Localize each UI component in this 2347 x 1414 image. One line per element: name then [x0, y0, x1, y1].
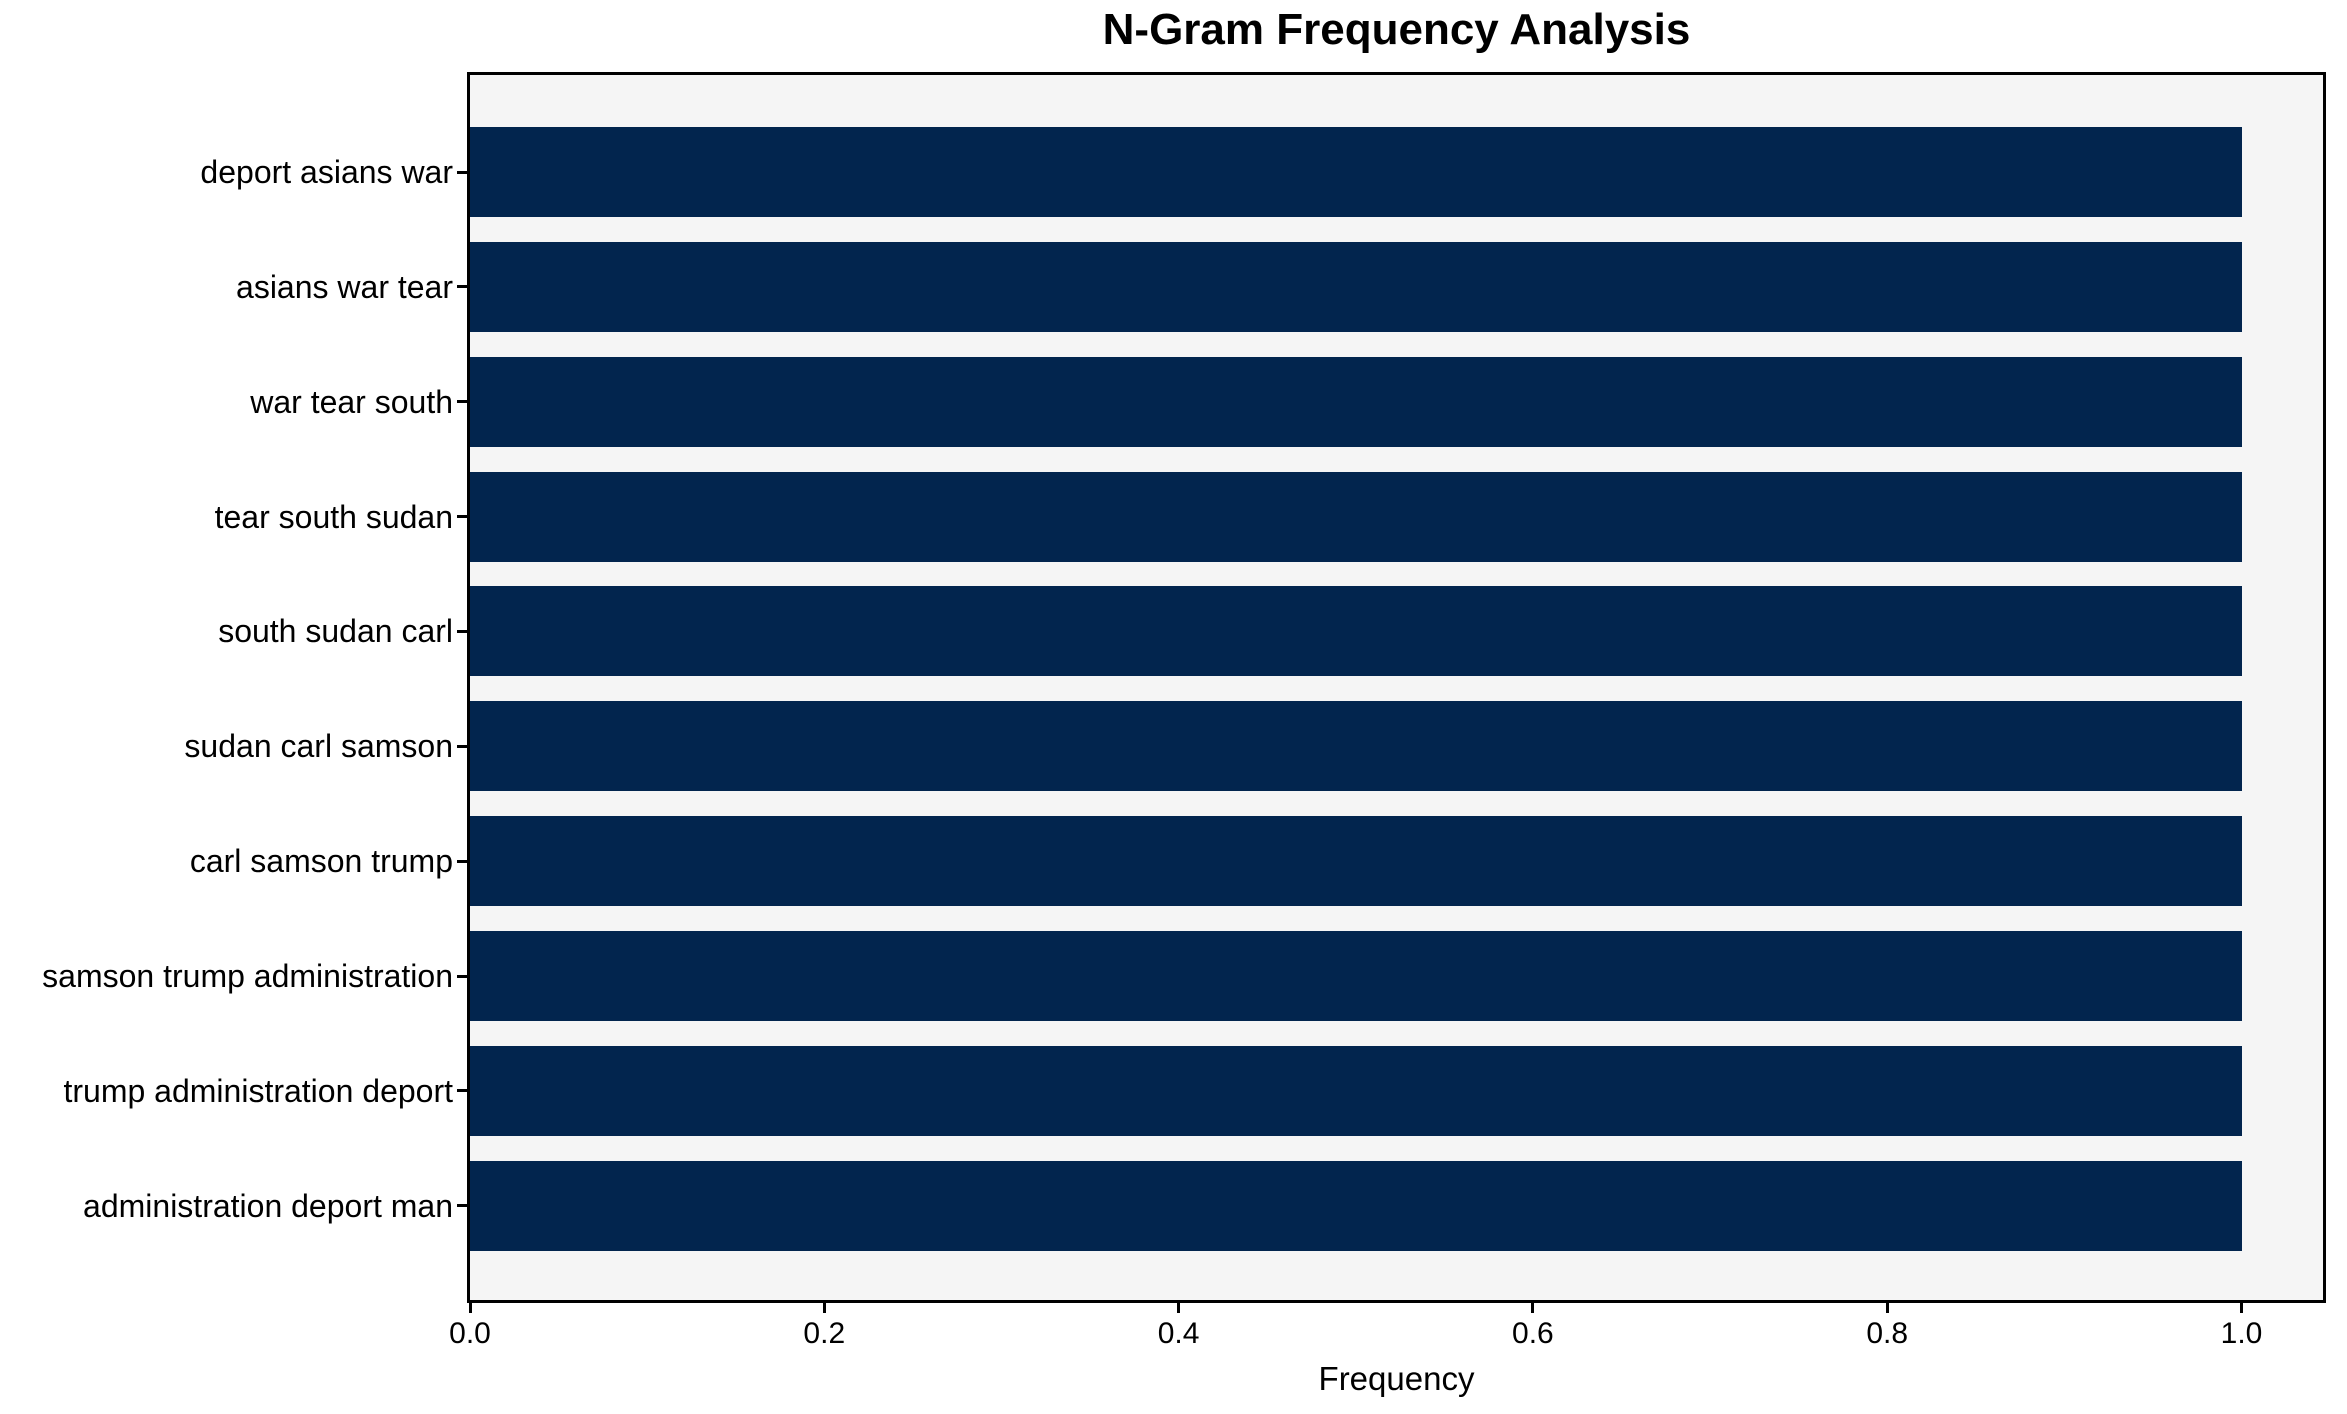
x-axis-label: Frequency	[1318, 1360, 1475, 1397]
bar	[470, 356, 2242, 447]
bar	[470, 127, 2242, 217]
x-tick-label: 0.2	[803, 1317, 846, 1350]
x-tick-mark	[2240, 1303, 2243, 1313]
y-tick-mark	[457, 400, 467, 404]
bar	[470, 1160, 2242, 1251]
y-tick-label: trump administration deport	[63, 1072, 453, 1109]
bar	[470, 931, 2242, 1022]
bar	[470, 816, 2242, 907]
y-tick-mark	[457, 629, 467, 633]
bar	[470, 1045, 2242, 1136]
y-tick-label: samson trump administration	[42, 958, 453, 995]
bar	[470, 701, 2242, 792]
y-tick-label: tear south sudan	[214, 498, 453, 535]
y-tick-label: carl samson trump	[189, 843, 453, 880]
y-tick-mark	[457, 1204, 467, 1208]
x-tick-mark	[1885, 1303, 1889, 1313]
chart-title: N-Gram Frequency Analysis	[1102, 5, 1691, 54]
y-tick-label: deport asians war	[200, 154, 453, 190]
y-tick-mark	[457, 515, 467, 519]
y-tick-mark	[457, 859, 467, 863]
plot-area: Frequency deport asians war asians war te…	[42, 72, 2326, 1397]
x-tick-mark	[822, 1303, 826, 1313]
y-tick-mark	[457, 170, 467, 174]
x-tick-label: 1.0	[2220, 1317, 2263, 1350]
y-tick-mark	[457, 285, 467, 289]
bar	[470, 471, 2242, 562]
bar	[470, 241, 2242, 332]
bar	[470, 586, 2242, 677]
x-tick-mark	[468, 1303, 472, 1313]
x-tick-label: 0.4	[1157, 1317, 1200, 1350]
y-tick-label: sudan carl samson	[184, 728, 453, 765]
x-tick-label: 0.8	[1866, 1317, 1909, 1350]
y-tick-label: war tear south	[250, 383, 453, 420]
y-tick-mark	[457, 1089, 467, 1093]
y-tick-label: administration deport man	[83, 1187, 453, 1224]
y-tick-mark	[457, 974, 467, 978]
x-tick-label: 0.6	[1512, 1317, 1554, 1350]
y-tick-mark	[457, 744, 467, 748]
y-tick-label: asians war tear	[236, 268, 453, 305]
y-tick-label: south sudan carl	[218, 613, 453, 650]
x-tick-mark	[1177, 1303, 1181, 1313]
x-tick-mark	[1531, 1303, 1535, 1313]
x-tick-label: 0.0	[449, 1317, 491, 1350]
